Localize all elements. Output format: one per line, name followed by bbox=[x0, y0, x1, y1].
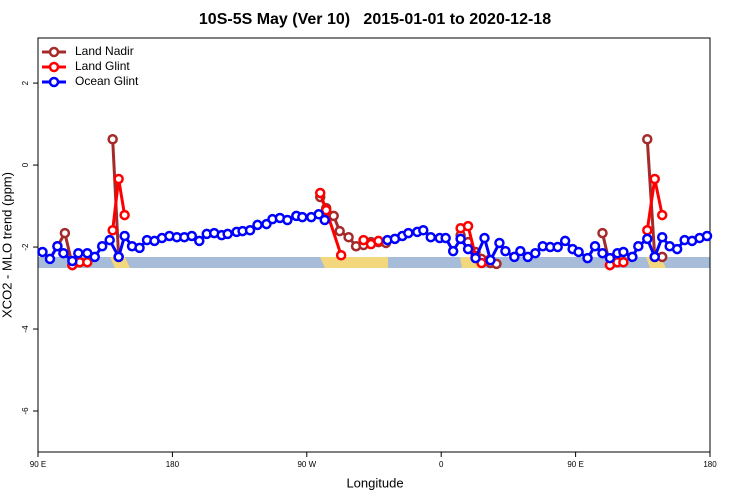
x-tick-label: 180 bbox=[703, 460, 717, 469]
data-point bbox=[119, 230, 130, 242]
data-point bbox=[455, 233, 466, 245]
x-tick-label: 0 bbox=[439, 460, 444, 469]
data-point bbox=[485, 254, 496, 266]
data-point bbox=[530, 247, 541, 259]
data-point bbox=[447, 245, 459, 257]
data-point bbox=[107, 133, 118, 145]
data-point bbox=[244, 224, 256, 236]
data-point bbox=[597, 227, 608, 239]
data-point bbox=[320, 204, 332, 216]
x-tick-label: 90 W bbox=[297, 460, 316, 469]
data-point bbox=[642, 233, 653, 245]
x-tick-label: 90 E bbox=[30, 460, 46, 469]
data-point bbox=[582, 252, 593, 264]
data-point bbox=[642, 224, 653, 236]
y-tick-label: -2 bbox=[21, 243, 30, 251]
data-point bbox=[618, 246, 629, 258]
y-tick-label: 2 bbox=[21, 80, 30, 85]
data-point bbox=[252, 219, 263, 231]
data-point bbox=[642, 133, 653, 145]
y-tick-label: 0 bbox=[21, 162, 30, 167]
data-point bbox=[314, 187, 326, 199]
data-point bbox=[358, 234, 369, 246]
data-point bbox=[440, 232, 451, 244]
data-point bbox=[701, 230, 713, 242]
data-point bbox=[573, 246, 584, 258]
data-point bbox=[470, 252, 481, 264]
data-point bbox=[89, 251, 100, 263]
data-point bbox=[552, 241, 563, 253]
data-point bbox=[37, 246, 48, 258]
data-point bbox=[500, 245, 511, 257]
data-point bbox=[604, 252, 616, 264]
data-point bbox=[186, 230, 198, 242]
data-point bbox=[44, 253, 56, 265]
y-tick-label: -4 bbox=[21, 325, 30, 333]
data-point bbox=[373, 235, 384, 247]
data-point bbox=[589, 240, 601, 252]
data-point bbox=[559, 235, 571, 247]
data-point bbox=[282, 214, 293, 226]
data-point bbox=[222, 228, 233, 240]
data-point bbox=[119, 209, 130, 221]
data-point bbox=[73, 247, 84, 259]
data-point bbox=[649, 173, 660, 185]
legend-label: Ocean Glint bbox=[75, 74, 139, 88]
legend-marker bbox=[48, 46, 60, 58]
data-point bbox=[334, 225, 345, 237]
data-point bbox=[627, 251, 638, 263]
legend-marker bbox=[48, 61, 60, 73]
data-point bbox=[462, 220, 474, 232]
legend-marker bbox=[48, 76, 60, 88]
data-point bbox=[656, 209, 668, 221]
data-point bbox=[425, 231, 436, 243]
data-point bbox=[104, 234, 115, 246]
data-point bbox=[107, 224, 118, 236]
data-point bbox=[649, 251, 660, 263]
plot-frame bbox=[37, 37, 711, 453]
data-point bbox=[418, 224, 429, 236]
data-point bbox=[194, 235, 205, 247]
data-point bbox=[113, 251, 124, 263]
data-point bbox=[479, 232, 490, 244]
land-ocean-strip bbox=[38, 257, 710, 268]
data-point bbox=[462, 243, 474, 255]
data-point bbox=[597, 247, 608, 259]
data-point bbox=[494, 237, 505, 249]
data-point bbox=[58, 247, 69, 259]
y-tick-label: -6 bbox=[21, 407, 30, 415]
data-point bbox=[403, 227, 414, 239]
data-point bbox=[335, 249, 347, 261]
y-axis-label: XCO2 - MLO trend (ppm) bbox=[0, 172, 14, 318]
legend-label: Land Glint bbox=[75, 59, 130, 73]
data-point bbox=[297, 211, 308, 223]
data-point bbox=[313, 209, 324, 220]
data-point bbox=[633, 240, 644, 252]
data-point bbox=[618, 256, 629, 268]
data-point bbox=[113, 173, 124, 185]
x-axis-label: Longitude bbox=[346, 475, 403, 490]
data-point bbox=[52, 240, 63, 252]
land-strip bbox=[320, 257, 388, 268]
data-point bbox=[509, 251, 520, 263]
data-point bbox=[96, 240, 108, 252]
data-point bbox=[343, 231, 354, 243]
data-point bbox=[67, 255, 78, 267]
x-tick-label: 90 E bbox=[567, 460, 583, 469]
data-point bbox=[59, 227, 71, 239]
data-point bbox=[515, 245, 526, 257]
data-point bbox=[82, 256, 93, 268]
data-point bbox=[319, 214, 330, 226]
data-point bbox=[656, 231, 668, 243]
data-point bbox=[671, 243, 683, 255]
chart-title: 10S-5S May (Ver 10) 2015-01-01 to 2020-1… bbox=[199, 11, 551, 28]
x-tick-label: 180 bbox=[166, 460, 180, 469]
data-point bbox=[328, 210, 339, 222]
data-point bbox=[134, 242, 145, 254]
legend-label: Land Nadir bbox=[75, 44, 134, 58]
